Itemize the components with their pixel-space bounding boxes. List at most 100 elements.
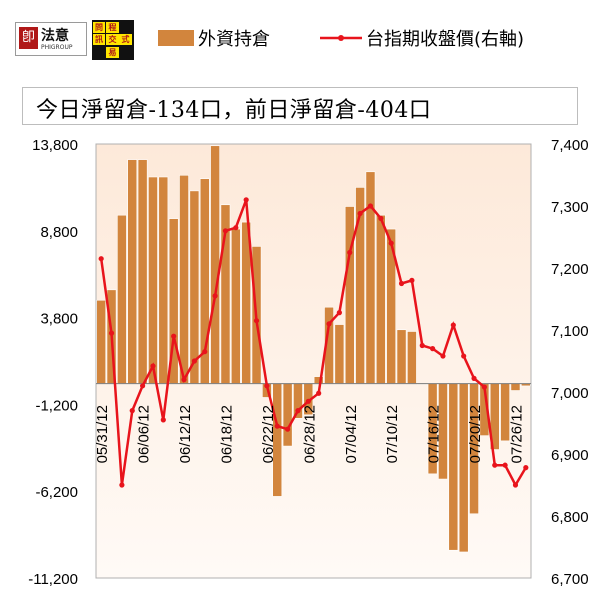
bar (510, 383, 521, 391)
price-marker (430, 346, 436, 352)
price-marker (523, 465, 529, 471)
price-marker (440, 353, 446, 359)
price-marker (471, 375, 477, 381)
price-marker (191, 358, 197, 364)
x-axis-tick-label: 07/04/12 (343, 405, 360, 463)
price-marker (222, 228, 229, 234)
bar (127, 159, 138, 384)
left-axis-tick-label: 13,800 (32, 137, 78, 154)
bar (148, 176, 158, 384)
price-marker (243, 197, 249, 203)
left-axis-tick-label: -6,200 (35, 484, 78, 501)
price-marker (502, 462, 508, 468)
x-axis-tick-label: 07/16/12 (426, 405, 443, 463)
price-marker (160, 417, 166, 423)
left-axis-tick-label: 3,800 (40, 311, 78, 328)
left-axis-tick-label: 8,800 (40, 224, 78, 241)
x-axis-tick-label: 05/31/12 (94, 405, 111, 463)
bar (334, 324, 345, 384)
bar (210, 145, 220, 384)
right-axis-tick-label: 7,400 (551, 137, 589, 154)
price-line (99, 199, 527, 488)
summary-box (22, 87, 578, 125)
right-axis-tick-label: 6,900 (551, 447, 589, 464)
x-axis-tick-label: 07/26/12 (509, 405, 526, 463)
bar (117, 214, 127, 384)
logo2-char: 程 (106, 22, 119, 33)
price-marker (367, 203, 374, 209)
price-marker (461, 353, 467, 359)
price-marker (347, 249, 353, 256)
logo-text: 法意 (41, 28, 69, 44)
price-marker (305, 398, 311, 404)
right-axis-tick-label: 7,200 (551, 261, 589, 278)
x-axis-tick-label: 07/10/12 (384, 405, 401, 463)
price-marker (98, 256, 104, 262)
x-axis-tick-label: 06/12/12 (177, 405, 194, 463)
bar (375, 214, 386, 384)
x-axis-tick-label: 06/22/12 (260, 405, 277, 463)
price-marker (212, 293, 218, 299)
price-marker (202, 349, 208, 355)
logo2-char: 易 (106, 47, 119, 58)
x-axis-tick-label: 06/18/12 (219, 405, 236, 463)
bar (230, 228, 241, 384)
price-marker (233, 225, 239, 231)
logo-program-trading: 程 式 交 易 問 訊 (92, 20, 134, 60)
price-marker (119, 482, 125, 488)
bar (282, 383, 293, 447)
bar (344, 206, 355, 384)
bar (158, 176, 169, 384)
price-marker (450, 322, 456, 328)
left-axis-tick-label: -11,200 (28, 571, 78, 588)
logo-subtext: PHIGROUP (41, 44, 73, 51)
price-marker (274, 423, 280, 429)
legend-bar-label: 外資持倉 (198, 29, 270, 50)
bar (407, 331, 417, 384)
bar (137, 159, 148, 384)
price-marker (181, 377, 187, 383)
bar (448, 383, 459, 551)
price-marker (336, 310, 342, 316)
price-marker (140, 383, 146, 389)
price-marker (295, 408, 301, 414)
price-marker (419, 342, 425, 349)
price-marker (398, 280, 405, 287)
bar (189, 190, 200, 384)
bar (179, 174, 189, 384)
price-marker (285, 426, 291, 432)
price-marker (108, 330, 115, 336)
x-axis-tick-label: 06/06/12 (136, 405, 153, 463)
price-marker (512, 482, 519, 488)
price-marker (171, 333, 177, 339)
x-axis-tick-label: 06/28/12 (301, 405, 318, 463)
left-axis-tick-label: -1,200 (35, 397, 78, 414)
logo2-char: 訊 (93, 34, 105, 45)
bar (396, 329, 407, 384)
price-marker (481, 384, 487, 390)
logo2-char: 問 (93, 22, 105, 33)
legend-line-label: 台指期收盤價(右軸) (366, 29, 525, 50)
price-marker (253, 318, 260, 324)
price-marker (409, 277, 415, 283)
legend-bar-swatch (158, 30, 194, 46)
summary-text: 今日淨留倉-134口，前日淨留倉-404口 (36, 98, 432, 123)
x-axis-tick-label: 07/20/12 (467, 405, 484, 463)
price-marker (378, 215, 384, 221)
price-marker (492, 462, 498, 468)
right-axis-tick-label: 7,100 (551, 323, 589, 340)
legend-line-swatch (320, 35, 362, 41)
price-marker (264, 383, 270, 389)
right-axis-tick-label: 7,000 (551, 385, 589, 402)
logo2-char: 式 (119, 34, 132, 45)
plot-background (95, 143, 532, 579)
logo-phigroup: 卽 法意 PHIGROUP (15, 22, 87, 56)
logo-mark-icon: 卽 (19, 27, 38, 49)
right-axis-tick-label: 7,300 (551, 199, 589, 216)
price-marker (357, 210, 363, 217)
price-marker (150, 363, 156, 369)
logo2-char: 交 (106, 34, 119, 45)
price-marker (326, 321, 332, 327)
price-marker (316, 390, 322, 396)
right-axis-tick-label: 6,700 (551, 571, 589, 588)
